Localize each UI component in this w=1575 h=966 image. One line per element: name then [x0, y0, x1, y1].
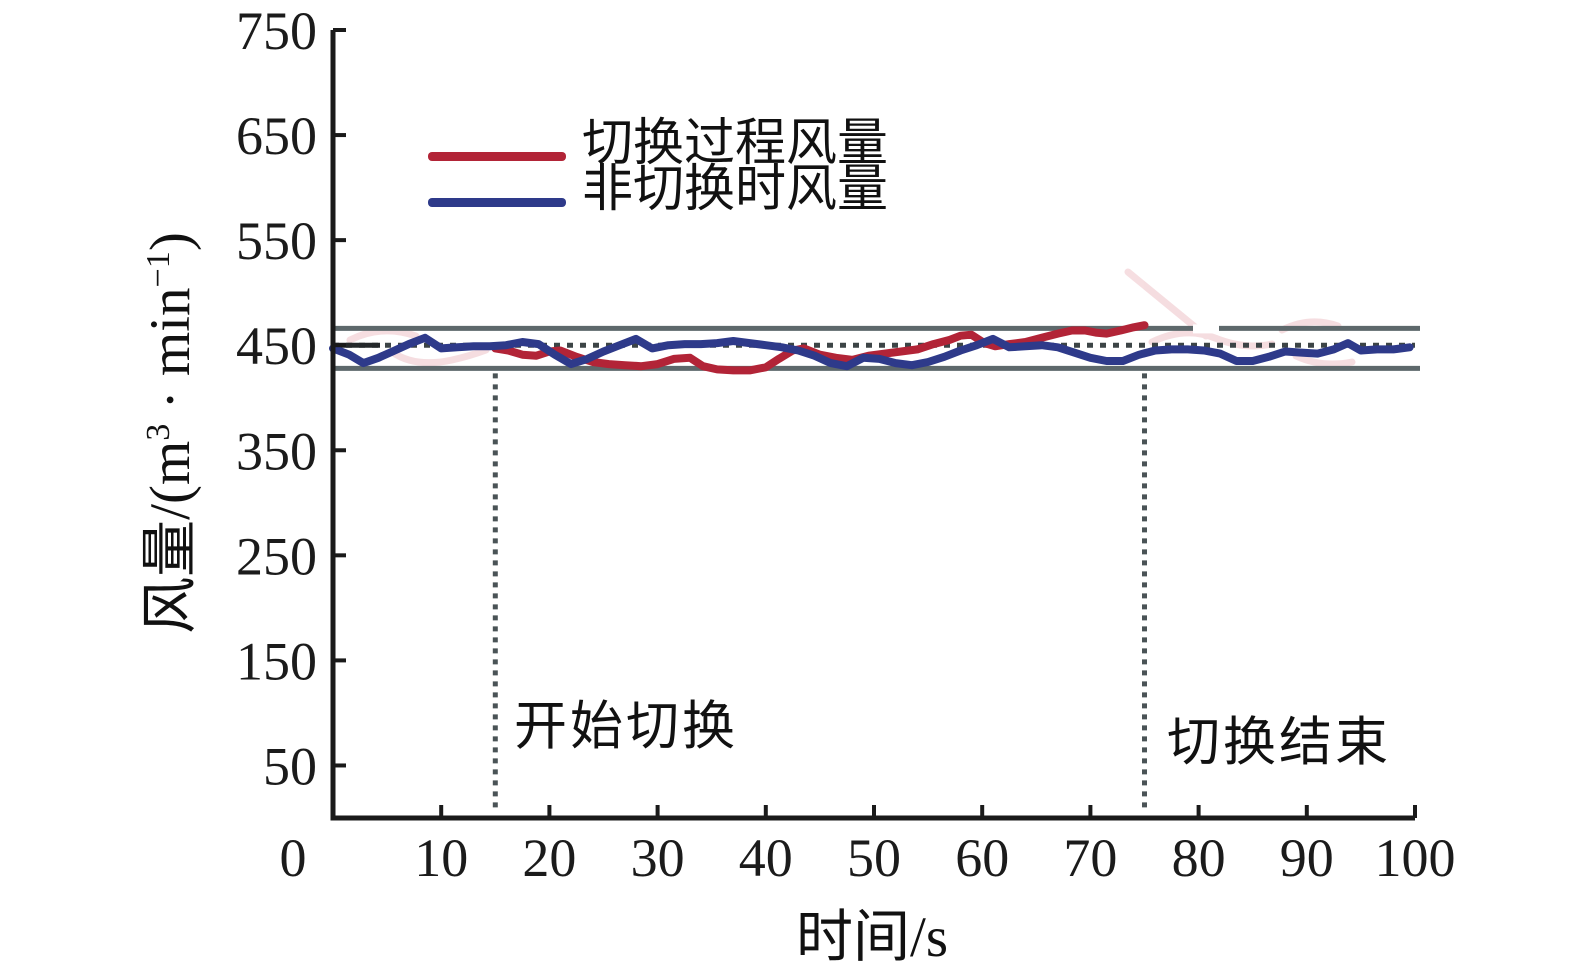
- y-tick-label: 650: [236, 106, 317, 166]
- y-tick-label: 50: [263, 736, 317, 796]
- y-axis-title-sup: 3: [140, 423, 177, 441]
- y-tick-label: 150: [236, 631, 317, 691]
- series-line-1: [329, 333, 1414, 371]
- scan-gap: [1193, 324, 1219, 334]
- scan-artifact: [388, 346, 490, 367]
- y-axis-title-post: ): [139, 232, 202, 252]
- x-tick-label: 90: [1280, 828, 1334, 888]
- scan-artifact: [1148, 329, 1276, 350]
- y-tick-label: 350: [236, 421, 317, 481]
- y-axis-title-mid: · min: [139, 287, 202, 424]
- x-tick-label: 70: [1063, 828, 1117, 888]
- series-line-0: [491, 321, 1149, 375]
- y-axis-title: 风量/(m3 · min−1): [124, 133, 206, 733]
- legend-label-normal-flow: 非切换时风量: [582, 162, 889, 218]
- x-tick-label: 40: [739, 828, 793, 888]
- x-axis-title: 时间/s: [795, 906, 949, 966]
- scan-artifact: [1292, 352, 1356, 368]
- annotation-switch-start: 开始切换: [514, 698, 738, 756]
- x-tick-label: 100: [1375, 828, 1456, 888]
- scan-artifact: [346, 327, 420, 344]
- x-tick-label: 10: [414, 828, 468, 888]
- x-tick-label: 60: [955, 828, 1009, 888]
- y-tick-label: 750: [236, 1, 317, 61]
- y-axis-title-text: 风量/(m: [139, 440, 202, 634]
- legend-item-switching-flow: 切换过程风量: [428, 119, 888, 179]
- y-tick-label: 250: [236, 526, 317, 586]
- x-tick-label: 30: [631, 828, 685, 888]
- legend-label-switching-flow: 切换过程风量: [582, 116, 889, 172]
- legend-item-normal-flow: 非切换时风量: [428, 165, 888, 225]
- x-tick-label: 50: [847, 828, 901, 888]
- x-tick-label: 20: [522, 828, 576, 888]
- annotation-switch-end: 切换结束: [1167, 714, 1391, 772]
- x-tick-label: 80: [1172, 828, 1226, 888]
- legend-line-red: [428, 151, 566, 161]
- legend-line-blue: [428, 197, 566, 207]
- y-tick-label: 550: [236, 211, 317, 271]
- y-axis-title-sup2: −1: [140, 251, 177, 288]
- y-tick-label: 450: [236, 316, 317, 376]
- x-tick-label: 0: [280, 828, 307, 888]
- legend: 切换过程风量 非切换时风量: [428, 119, 888, 225]
